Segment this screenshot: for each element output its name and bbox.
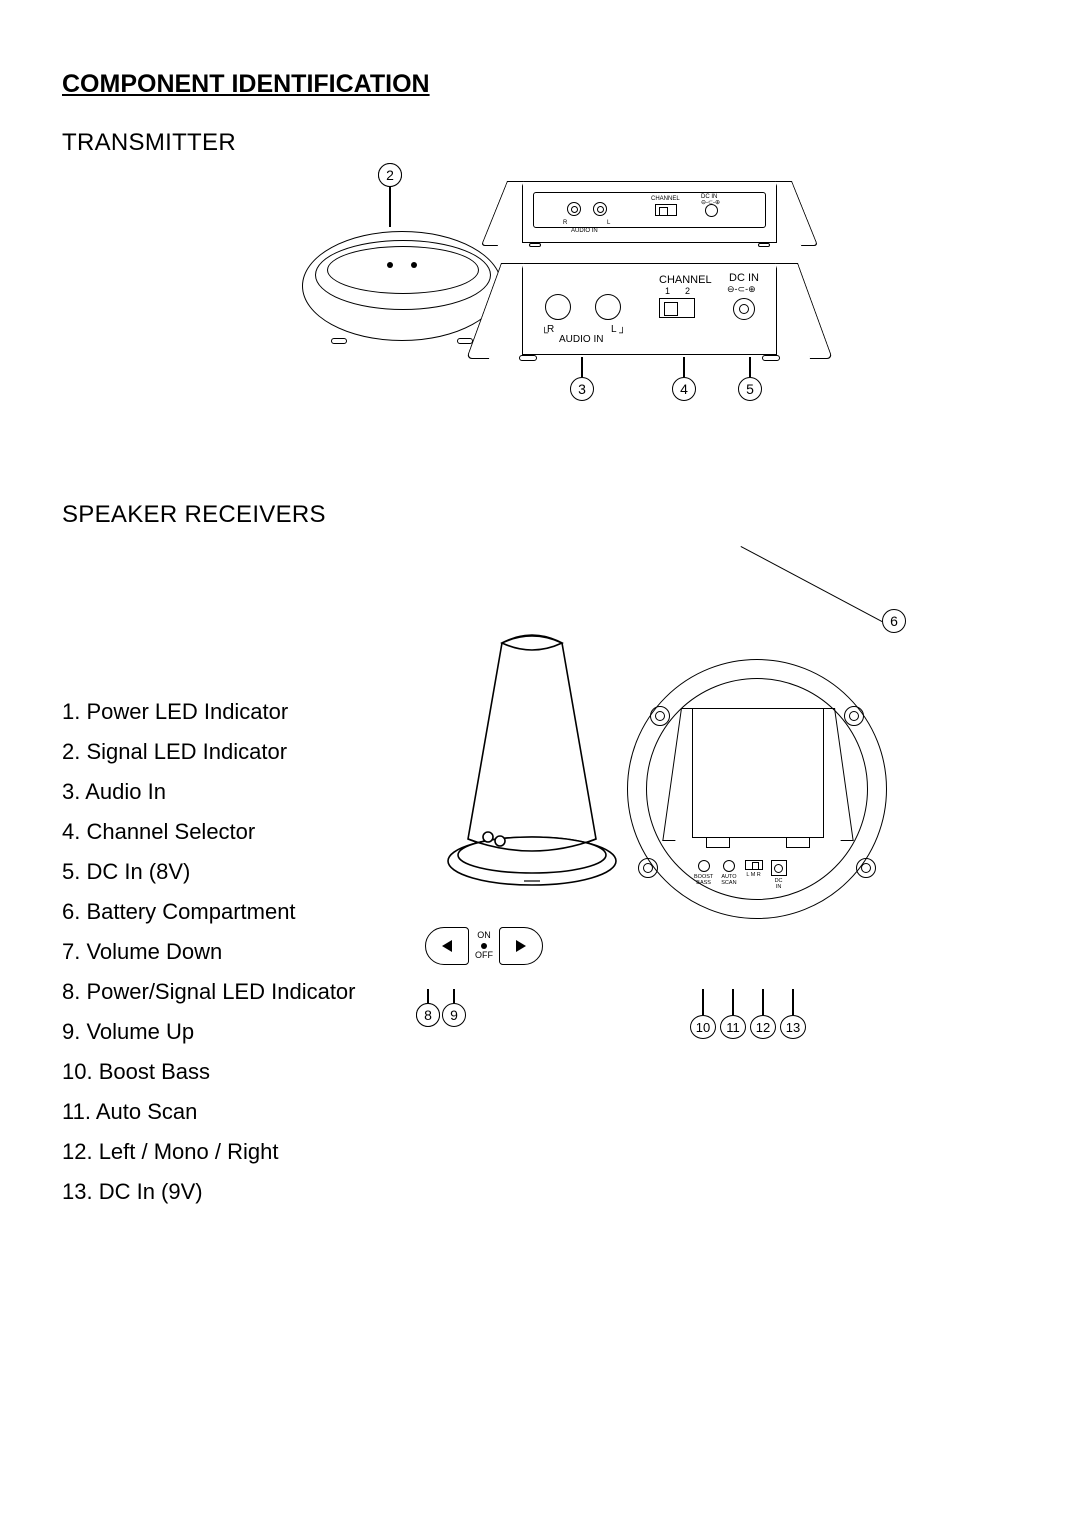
legend-item: 3. Audio In <box>62 779 412 805</box>
transmitter-panel-small: R L AUDIO IN CHANNEL DC IN ⊖-⊂-⊕ <box>522 181 777 243</box>
legend-item: 1. Power LED Indicator <box>62 699 412 725</box>
callout-12: 12 <box>750 989 776 1039</box>
callout-3: 3 <box>570 357 594 401</box>
power-led: ON OFF <box>467 931 501 961</box>
legend-item: 8. Power/Signal LED Indicator <box>62 979 412 1005</box>
callout-2: 2 <box>378 163 402 227</box>
legend-item: 5. DC In (8V) <box>62 859 412 885</box>
speaker-bottom-diagram: BOOSTBASS AUTOSCAN L M R DCIN <box>627 659 887 919</box>
transmitter-heading: TRANSMITTER <box>62 129 1020 157</box>
callout-11: 11 <box>720 989 746 1039</box>
legend-item: 9. Volume Up <box>62 1019 412 1045</box>
transmitter-panel-large: R L AUDIO IN └ ┘ CHANNEL 1 2 DC IN ⊖-⊂-⊕ <box>522 263 777 355</box>
legend-item: 7. Volume Down <box>62 939 412 965</box>
speaker-side-diagram <box>432 629 632 929</box>
auto-scan-button[interactable]: AUTOSCAN <box>721 860 736 886</box>
speakers-heading: SPEAKER RECEIVERS <box>62 501 1020 529</box>
volume-up-button[interactable] <box>499 927 543 965</box>
volume-down-button[interactable] <box>425 927 469 965</box>
legend-item: 12. Left / Mono / Right <box>62 1139 412 1165</box>
page-title: COMPONENT IDENTIFICATION <box>62 70 1020 99</box>
legend-item: 10. Boost Bass <box>62 1059 412 1085</box>
boost-bass-button[interactable]: BOOSTBASS <box>694 860 713 886</box>
legend-list: 1. Power LED Indicator 2. Signal LED Ind… <box>62 609 412 1219</box>
legend-item: 2. Signal LED Indicator <box>62 739 412 765</box>
legend-item: 4. Channel Selector <box>62 819 412 845</box>
callout-10: 10 <box>690 989 716 1039</box>
callout-13: 13 <box>780 989 806 1039</box>
transmitter-figure: 1 2 R L AUDIO IN CHANNEL <box>302 171 1020 471</box>
callout-9: 9 <box>442 989 466 1027</box>
battery-compartment <box>692 708 824 838</box>
callout-4: 4 <box>672 357 696 401</box>
transmitter-base-diagram <box>302 231 502 341</box>
callout-8: 8 <box>416 989 440 1027</box>
speaker-control-pad: ON OFF <box>404 919 564 973</box>
lmr-switch[interactable]: L M R <box>745 860 763 878</box>
callout-6: 6 <box>882 609 906 633</box>
legend-item: 6. Battery Compartment <box>62 899 412 925</box>
callout-5: 5 <box>738 357 762 401</box>
dc-in-jack[interactable]: DCIN <box>771 860 787 890</box>
legend-item: 13. DC In (9V) <box>62 1179 412 1205</box>
legend-item: 11. Auto Scan <box>62 1099 412 1125</box>
